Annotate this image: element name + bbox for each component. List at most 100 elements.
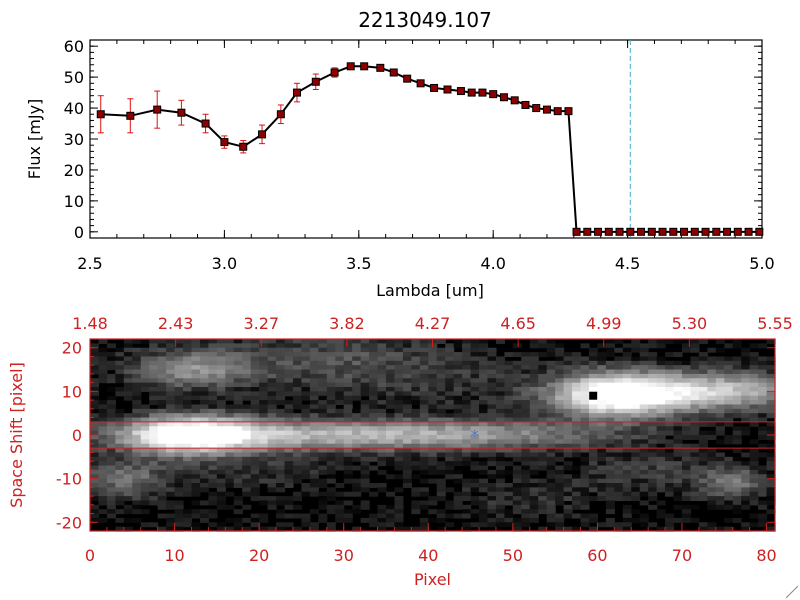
heatmap-cell: [259, 369, 269, 375]
heatmap-cell: [377, 487, 387, 493]
heatmap-cell: [267, 373, 277, 379]
heatmap-cell: [555, 382, 565, 388]
heatmap-cell: [563, 387, 573, 392]
heatmap-cell: [360, 448, 370, 454]
heatmap-cell: [724, 413, 734, 419]
heatmap-cell: [360, 504, 370, 510]
heatmap-cell: [385, 378, 396, 384]
heatmap-cell: [563, 478, 573, 484]
heatmap-cell: [98, 461, 108, 467]
heatmap-cell: [402, 365, 412, 371]
heatmap-cell: [470, 421, 480, 427]
heatmap-cell: [487, 448, 497, 454]
heatmap-cell: [106, 426, 116, 432]
heatmap-cell: [504, 469, 514, 475]
heatmap-cell: [479, 509, 489, 515]
heatmap-cell: [512, 435, 522, 440]
heatmap-cell: [335, 356, 345, 362]
heatmap-cell: [732, 395, 742, 401]
heatmap-cell: [318, 478, 328, 484]
heatmap-cell: [140, 443, 150, 449]
heatmap-cell: [428, 426, 438, 432]
heatmap-cell: [216, 474, 226, 480]
heatmap-cell: [580, 343, 590, 349]
heatmap-cell: [174, 421, 184, 427]
heatmap-cell: [132, 347, 142, 353]
heatmap-cell: [360, 500, 370, 506]
heatmap-cell: [106, 465, 116, 471]
heatmap-cell: [301, 395, 311, 401]
heatmap-cell: [132, 378, 142, 384]
heatmap-cell: [538, 339, 548, 344]
heatmap-cell: [292, 382, 303, 388]
heatmap-cell: [352, 504, 362, 510]
heatmap-cell: [199, 352, 209, 358]
heatmap-cell: [622, 469, 632, 475]
heatmap-cell: [123, 509, 133, 515]
heatmap-cell: [377, 526, 387, 532]
heatmap-cell: [512, 365, 522, 371]
heatmap-cell: [360, 369, 370, 375]
heatmap-cell: [445, 430, 455, 436]
heatmap-cell: [512, 500, 522, 506]
heatmap-cell: [555, 522, 565, 528]
heatmap-cell: [402, 347, 412, 353]
heatmap-cell: [749, 373, 759, 379]
heatmap-cell: [326, 430, 336, 436]
data-point: [712, 227, 721, 236]
heatmap-cell: [352, 373, 362, 379]
heatmap-cell: [512, 430, 522, 436]
heatmap-cell: [741, 387, 751, 392]
heatmap-cell: [428, 365, 438, 371]
heatmap-cell: [123, 387, 133, 392]
heatmap-cell: [106, 487, 116, 493]
heatmap-cell: [377, 382, 387, 388]
heatmap-cell: [157, 382, 167, 388]
heatmap-cell: [326, 339, 336, 344]
heatmap-cell: [233, 509, 243, 515]
heatmap-cell: [512, 417, 522, 423]
heatmap-cell: [614, 347, 624, 353]
heatmap-cell: [656, 500, 666, 506]
heatmap-cell: [665, 439, 675, 445]
heatmap-cell: [436, 461, 446, 467]
heatmap-cell: [98, 413, 108, 419]
top-tick-label: 4.99: [586, 314, 622, 333]
heatmap-cell: [698, 456, 708, 462]
heatmap-cell: [479, 369, 489, 375]
heatmap-cell: [377, 522, 387, 528]
heatmap-cell: [419, 461, 429, 467]
heatmap-cell: [588, 408, 599, 414]
heatmap-cell: [622, 373, 632, 379]
heatmap-cell: [546, 373, 556, 379]
heatmap-cell: [521, 452, 531, 458]
heatmap-cell: [470, 404, 480, 410]
heatmap-cell: [741, 395, 751, 401]
heatmap-cell: [157, 487, 167, 493]
heatmap-cell: [309, 465, 319, 471]
heatmap-cell: [445, 487, 455, 493]
heatmap-cell: [183, 417, 193, 423]
heatmap-cell: [631, 465, 641, 471]
heatmap-cell: [309, 387, 319, 392]
heatmap-cell: [174, 339, 184, 344]
heatmap-cell: [698, 491, 708, 497]
heatmap-cell: [385, 352, 396, 358]
heatmap-cell: [487, 435, 497, 440]
heatmap-cell: [208, 461, 218, 467]
heatmap-cell: [216, 439, 226, 445]
heatmap-cell: [436, 400, 446, 406]
heatmap-cell: [580, 430, 590, 436]
heatmap-cell: [369, 395, 379, 401]
heatmap-cell: [140, 360, 150, 366]
heatmap-cell: [216, 500, 226, 506]
heatmap-cell: [614, 461, 624, 467]
heatmap-cell: [470, 408, 480, 414]
heatmap-cell: [445, 365, 455, 371]
heatmap-cell: [140, 365, 150, 371]
heatmap-cell: [639, 382, 649, 388]
heatmap-cell: [631, 400, 641, 406]
heatmap-cell: [377, 469, 387, 475]
heatmap-cell: [622, 478, 632, 484]
heatmap-cell: [648, 435, 658, 440]
